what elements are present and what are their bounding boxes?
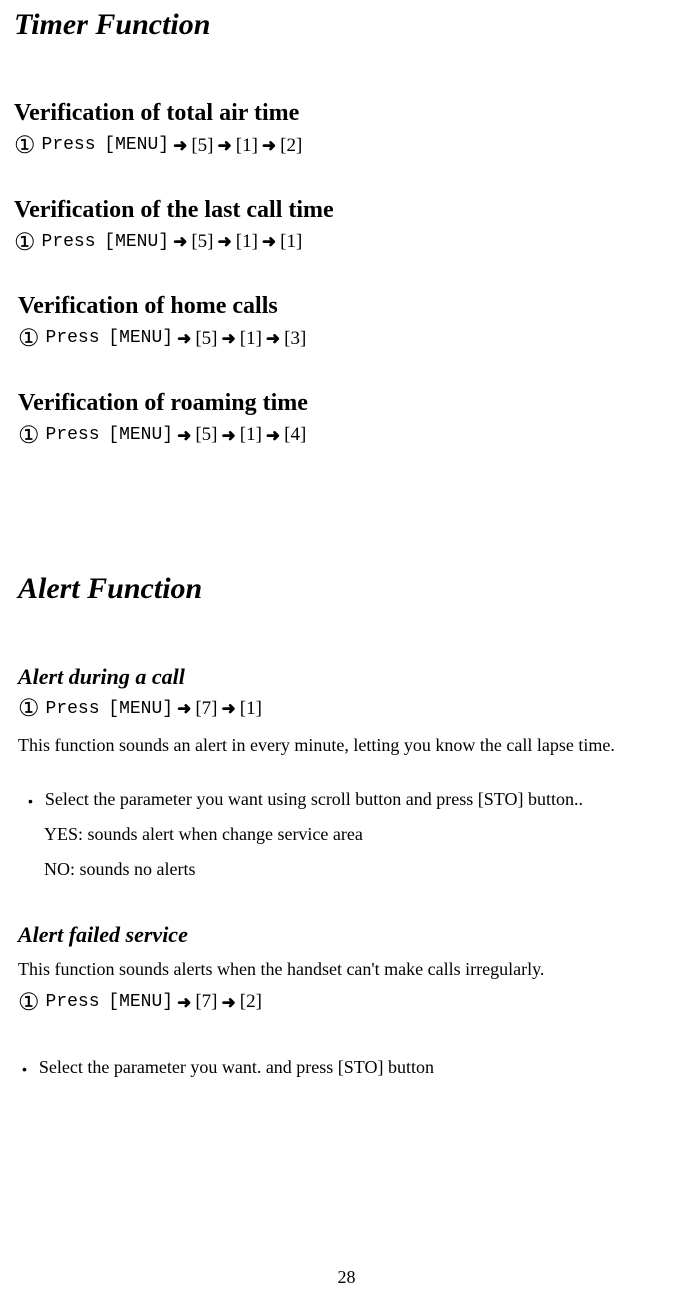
circled-number: ① xyxy=(18,986,40,1020)
arrow-icon: ➜ xyxy=(262,134,276,158)
press-label: Press xyxy=(46,326,100,351)
key-1b: [1] xyxy=(280,229,302,256)
page-number: 28 xyxy=(0,1267,693,1288)
alert1-bullet-text: Select the parameter you want using scro… xyxy=(45,789,583,810)
menu-key: [MENU] xyxy=(108,326,173,351)
press-label: Press xyxy=(42,230,96,255)
page-title-alert: Alert Function xyxy=(14,572,675,606)
key-5: [5] xyxy=(195,422,217,449)
heading-roaming-time: Verification of roaming time xyxy=(18,390,675,417)
page-title-timer: Timer Function xyxy=(14,8,675,42)
arrow-icon: ➜ xyxy=(222,697,236,721)
key-7: [7] xyxy=(195,696,217,723)
press-label: Press xyxy=(42,133,96,158)
step-last-call-time: ① Press [MENU] ➜ [5] ➜ [1] ➜ [1] xyxy=(14,226,675,260)
key-4: [4] xyxy=(284,422,306,449)
key-1: [1] xyxy=(240,422,262,449)
step-roaming-time: ① Press [MENU] ➜ [5] ➜ [1] ➜ [4] xyxy=(18,419,675,453)
step-alert-during-call: ① Press [MENU] ➜ [7] ➜ [1] xyxy=(18,692,675,726)
key-5: [5] xyxy=(195,326,217,353)
circled-number: ① xyxy=(18,322,40,356)
press-label: Press xyxy=(46,423,100,448)
key-7: [7] xyxy=(195,989,217,1016)
key-1: [1] xyxy=(240,696,262,723)
key-5: [5] xyxy=(191,229,213,256)
arrow-icon: ➜ xyxy=(222,991,236,1015)
heading-home-calls: Verification of home calls xyxy=(18,293,675,320)
arrow-icon: ➜ xyxy=(266,327,280,351)
arrow-icon: ➜ xyxy=(218,134,232,158)
arrow-icon: ➜ xyxy=(177,697,191,721)
heading-last-call-time: Verification of the last call time xyxy=(14,197,675,224)
arrow-icon: ➜ xyxy=(177,327,191,351)
menu-key: [MENU] xyxy=(108,697,173,722)
arrow-icon: ➜ xyxy=(262,230,276,254)
arrow-icon: ➜ xyxy=(173,134,187,158)
menu-key: [MENU] xyxy=(104,133,169,158)
circled-number: ① xyxy=(14,226,36,260)
key-2: [2] xyxy=(280,133,302,160)
alert2-bullet-text: Select the parameter you want. and press… xyxy=(39,1057,434,1078)
menu-key: [MENU] xyxy=(108,990,173,1015)
heading-total-air-time: Verification of total air time xyxy=(14,100,675,127)
press-label: Press xyxy=(46,697,100,722)
bullet-icon: • xyxy=(28,793,33,809)
circled-number: ① xyxy=(18,419,40,453)
key-3: [3] xyxy=(284,326,306,353)
heading-alert-during-call: Alert during a call xyxy=(18,664,675,690)
key-1: [1] xyxy=(236,133,258,160)
step-home-calls: ① Press [MENU] ➜ [5] ➜ [1] ➜ [3] xyxy=(18,322,675,356)
arrow-icon: ➜ xyxy=(218,230,232,254)
alert1-option-no: NO: sounds no alerts xyxy=(44,859,675,880)
key-5: [5] xyxy=(191,133,213,160)
arrow-icon: ➜ xyxy=(266,424,280,448)
press-label: Press xyxy=(46,990,100,1015)
heading-alert-failed-service: Alert failed service xyxy=(18,922,675,948)
key-2: [2] xyxy=(240,989,262,1016)
alert2-description: This function sounds alerts when the han… xyxy=(18,958,675,981)
alert1-option-yes: YES: sounds alert when change service ar… xyxy=(44,824,675,845)
circled-number: ① xyxy=(18,692,40,726)
menu-key: [MENU] xyxy=(104,230,169,255)
step-total-air-time: ① Press [MENU] ➜ [5] ➜ [1] ➜ [2] xyxy=(14,129,675,163)
alert2-bullet: • Select the parameter you want. and pre… xyxy=(12,1057,675,1078)
menu-key: [MENU] xyxy=(108,423,173,448)
arrow-icon: ➜ xyxy=(222,424,236,448)
key-1: [1] xyxy=(236,229,258,256)
circled-number: ① xyxy=(14,129,36,163)
step-alert-failed-service: ① Press [MENU] ➜ [7] ➜ [2] xyxy=(18,986,675,1020)
arrow-icon: ➜ xyxy=(222,327,236,351)
arrow-icon: ➜ xyxy=(177,991,191,1015)
bullet-icon: • xyxy=(22,1061,27,1077)
arrow-icon: ➜ xyxy=(173,230,187,254)
key-1: [1] xyxy=(240,326,262,353)
alert1-bullet: • Select the parameter you want using sc… xyxy=(18,789,675,810)
alert1-description: This function sounds an alert in every m… xyxy=(18,734,675,757)
arrow-icon: ➜ xyxy=(177,424,191,448)
